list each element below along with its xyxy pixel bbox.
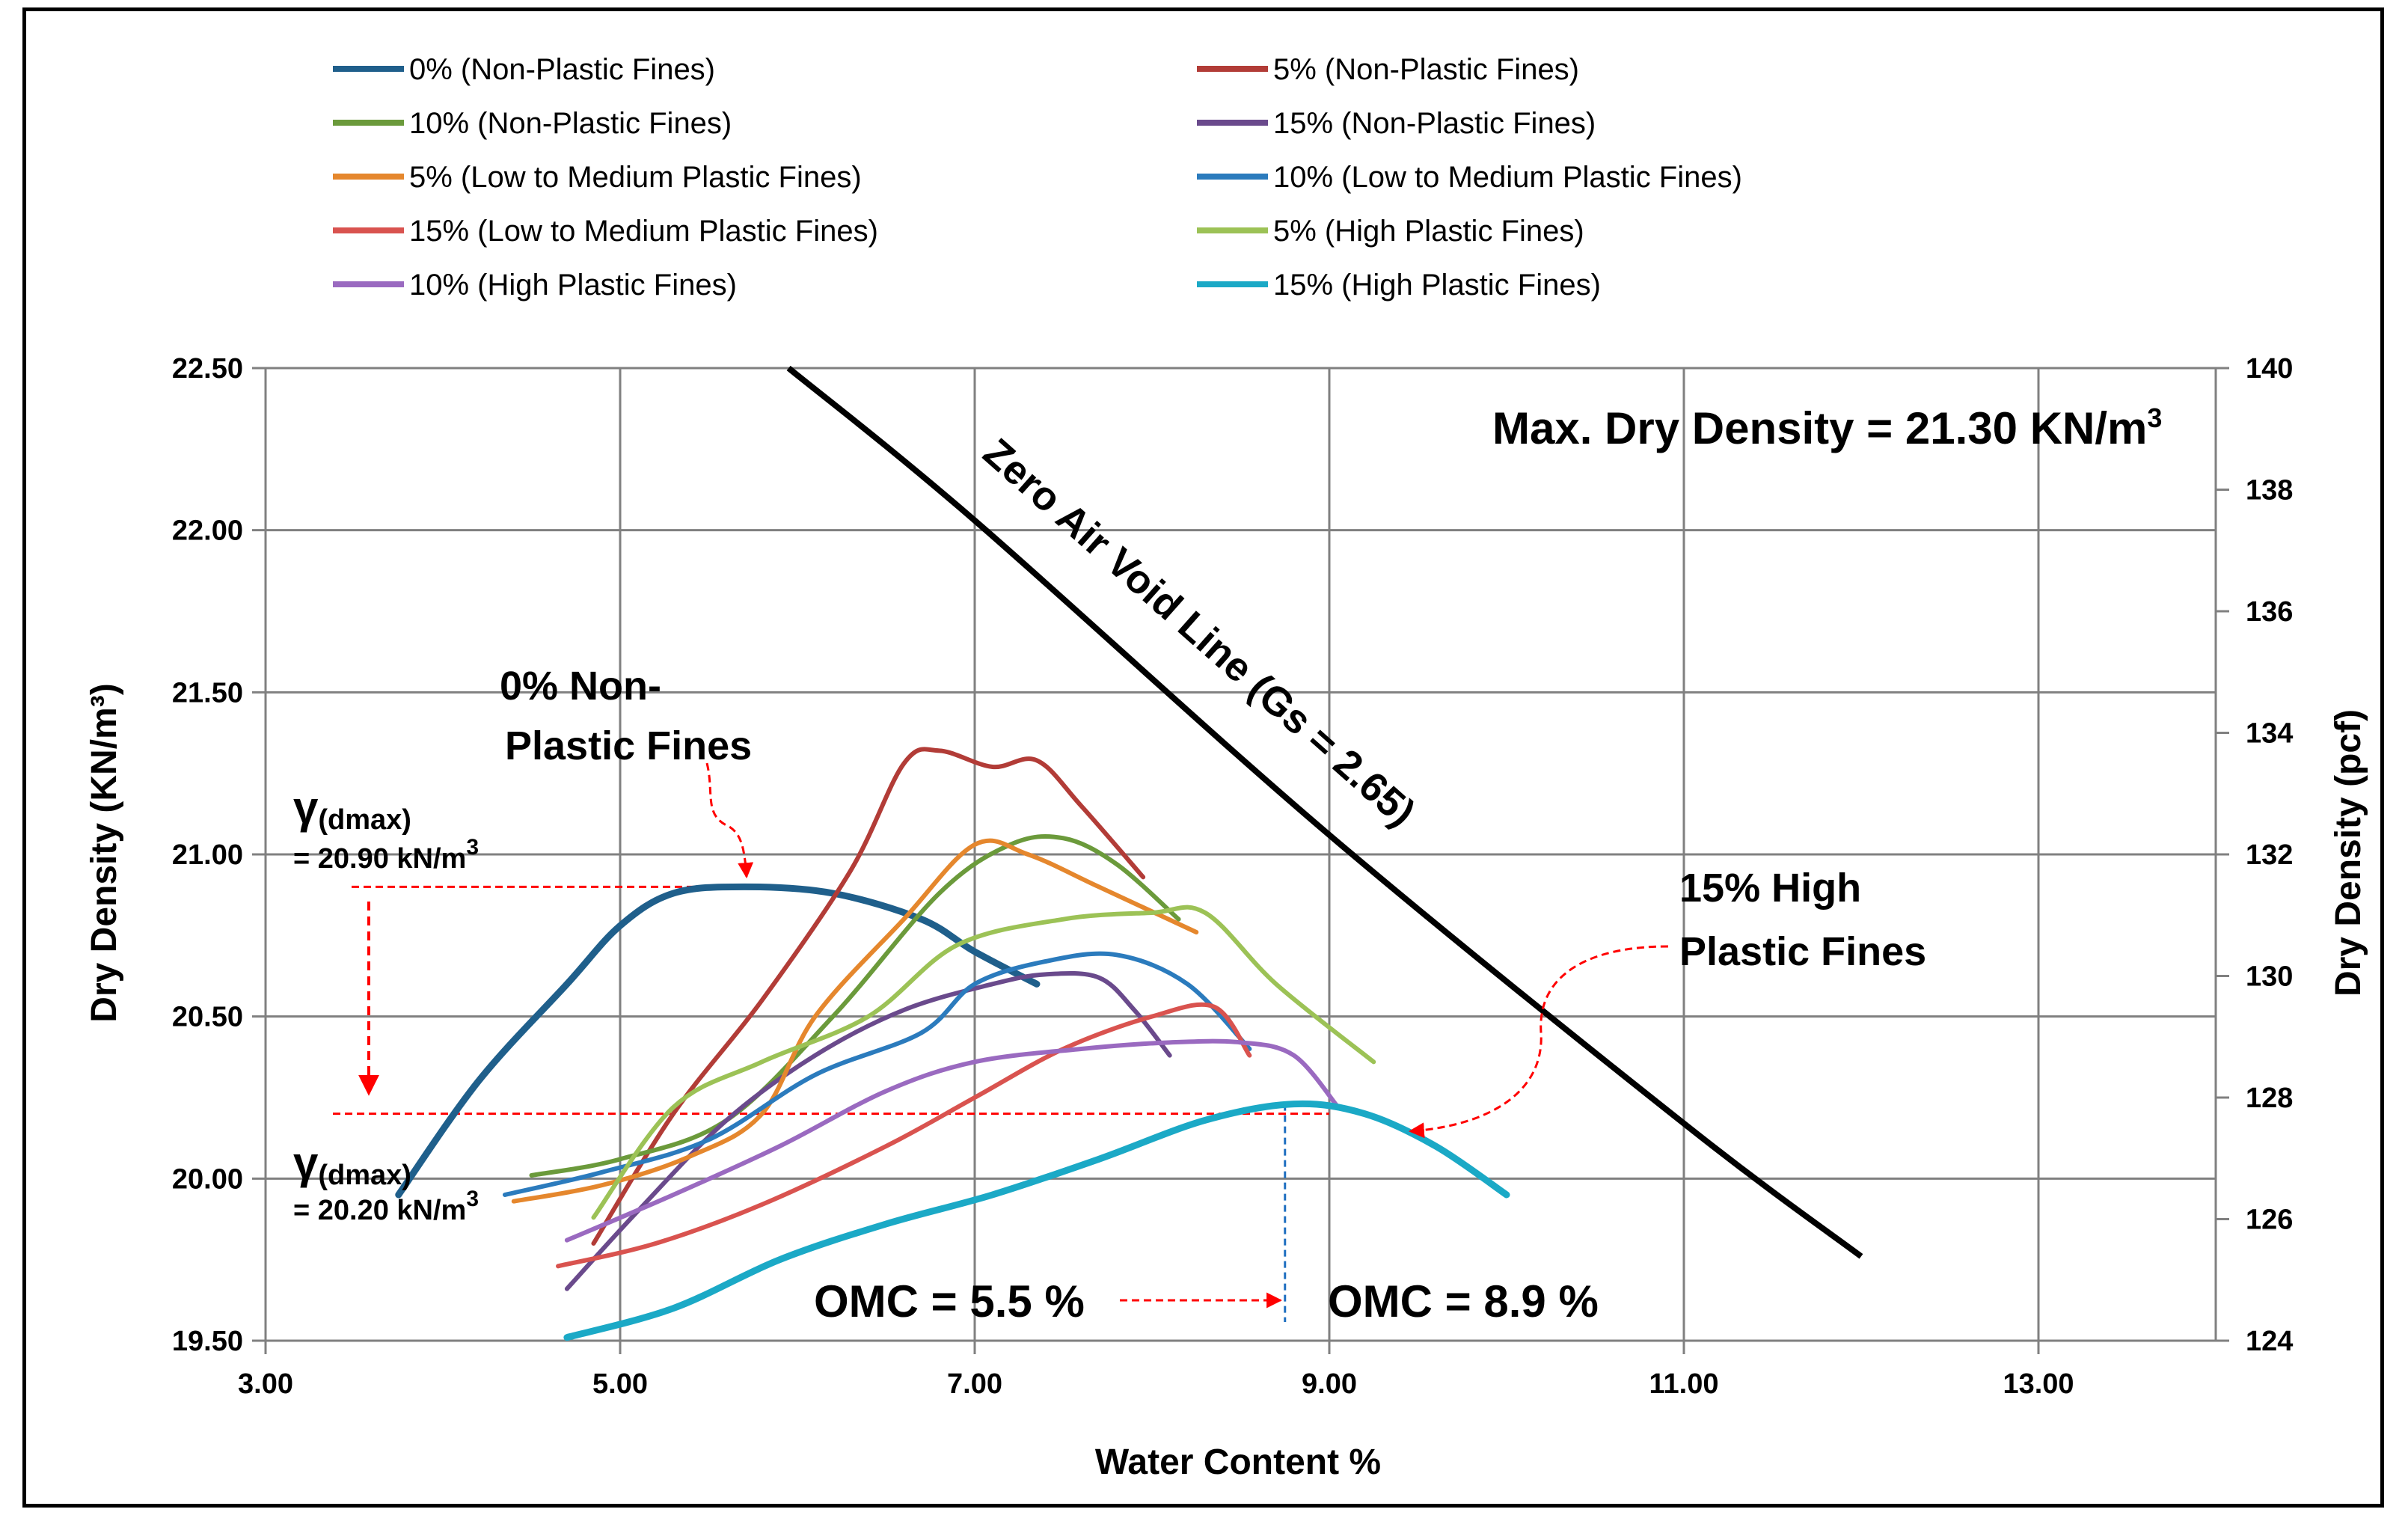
y-axis-right-ticks: 124 126 128 130 132 134 136 138 140 xyxy=(2216,353,2293,1357)
y-right-tick-label: 136 xyxy=(2246,596,2293,628)
series-line xyxy=(556,1002,1252,1269)
legend-entry-label: 10% (Non-Plastic Fines) xyxy=(409,107,732,140)
series-line xyxy=(502,951,1252,1197)
legend-entry-label: 10% (Low to Medium Plastic Fines) xyxy=(1273,161,1742,194)
gamma-top-value-text: = 20.90 kN/m xyxy=(293,843,466,875)
gamma-top-subscript: (dmax) xyxy=(318,804,411,836)
x-tick-label: 11.00 xyxy=(1649,1368,1719,1400)
gamma-top-label: γ(dmax) xyxy=(293,783,411,836)
zero-air-void-label: Zero Air Void Line (Gs = 2.65) xyxy=(975,430,1424,836)
omc-left-label: OMC = 5.5 % xyxy=(814,1276,1085,1326)
x-axis-title: Water Content % xyxy=(1095,1442,1381,1482)
gamma-bottom-label: γ(dmax) xyxy=(293,1138,411,1191)
legend-entry-label: 15% (Non-Plastic Fines) xyxy=(1273,107,1596,140)
x-axis-ticks: 3.00 5.00 7.00 9.00 11.00 13.00 xyxy=(238,1341,2074,1400)
gamma-bottom-symbol: γ xyxy=(293,1138,319,1188)
series-line xyxy=(563,1100,1510,1341)
x-tick-label: 3.00 xyxy=(238,1368,293,1400)
legend-entry-label: 0% (Non-Plastic Fines) xyxy=(409,53,715,86)
omc-right-label: OMC = 8.9 % xyxy=(1328,1276,1599,1326)
legend-entry-label: 10% (High Plastic Fines) xyxy=(409,269,737,302)
y-right-tick-label: 140 xyxy=(2246,353,2293,385)
gamma-bottom-value-sup: 3 xyxy=(466,1187,479,1211)
legend-entry-label: 15% (Low to Medium Plastic Fines) xyxy=(409,215,878,248)
legend-entry-label: 5% (Non-Plastic Fines) xyxy=(1273,53,1579,86)
series-lines xyxy=(395,747,1510,1341)
x-tick-label: 13.00 xyxy=(2003,1368,2074,1400)
y-tick-label: 22.50 xyxy=(172,353,243,385)
gamma-bottom-subscript: (dmax) xyxy=(318,1160,411,1191)
gamma-top-value: = 20.90 kN/m3 xyxy=(293,835,479,875)
max-density-annotation: Max. Dry Density = 21.30 KN/m3 xyxy=(1492,403,2162,453)
y-right-tick-label: 134 xyxy=(2246,718,2293,750)
legend-entry-label: 5% (High Plastic Fines) xyxy=(1273,215,1584,248)
y-axis-right-title: Dry Density (pcf) xyxy=(2329,709,2368,997)
gamma-bottom-value: = 20.20 kN/m3 xyxy=(293,1187,479,1226)
zero-air-void-curve xyxy=(786,365,1863,1259)
y-tick-label: 22.00 xyxy=(172,515,243,547)
x-tick-label: 7.00 xyxy=(947,1368,1002,1400)
legend-entry-label: 5% (Low to Medium Plastic Fines) xyxy=(409,161,862,194)
legend-entry-label: 15% (High Plastic Fines) xyxy=(1273,269,1601,302)
y-right-tick-label: 128 xyxy=(2246,1083,2293,1114)
label-0np-line2: Plastic Fines xyxy=(505,723,752,768)
y-right-tick-label: 126 xyxy=(2246,1205,2293,1236)
reference-lines xyxy=(333,885,1329,1322)
series-line xyxy=(529,833,1181,1178)
y-tick-label: 19.50 xyxy=(172,1326,243,1357)
callout-0np xyxy=(705,762,754,879)
gamma-top-value-sup: 3 xyxy=(466,835,479,860)
y-right-tick-label: 132 xyxy=(2246,839,2293,871)
max-density-text: Max. Dry Density = 21.30 KN/m xyxy=(1492,403,2147,453)
series-line xyxy=(395,883,1041,1199)
x-tick-label: 5.00 xyxy=(592,1368,648,1400)
callout-arrows xyxy=(358,762,1669,1309)
y-tick-label: 20.00 xyxy=(172,1163,243,1195)
y-right-tick-label: 130 xyxy=(2246,961,2293,993)
gamma-bottom-value-text: = 20.20 kN/m xyxy=(293,1195,466,1226)
y-tick-label: 21.50 xyxy=(172,677,243,709)
series-line xyxy=(564,1038,1341,1243)
series-line xyxy=(591,747,1146,1246)
series-line xyxy=(564,970,1172,1291)
y-axis-left-title-text: Dry Density (KN/m³) xyxy=(85,683,124,1022)
chart-frame xyxy=(22,7,2384,1508)
y-tick-label: 21.00 xyxy=(172,839,243,871)
y-axis-left-ticks: 19.50 20.00 20.50 21.00 21.50 22.00 22.50 xyxy=(172,353,266,1357)
max-density-superscript: 3 xyxy=(2147,403,2162,433)
x-tick-label: 9.00 xyxy=(1302,1368,1357,1400)
zero-air-void-line xyxy=(786,365,1863,1259)
legend: 0% (Non-Plastic Fines) 5% (Non-Plastic Fi… xyxy=(333,53,1742,302)
y-axis-left-title: Dry Density (KN/m³) xyxy=(85,683,124,1022)
y-right-tick-label: 124 xyxy=(2246,1326,2293,1357)
series-line xyxy=(591,905,1376,1220)
callout-15hp xyxy=(1408,945,1669,1139)
label-15hp-line1: 15% High xyxy=(1679,866,1861,911)
label-0np-line1: 0% Non- xyxy=(500,664,661,709)
y-right-tick-label: 138 xyxy=(2246,475,2293,507)
gamma-top-symbol: γ xyxy=(293,783,319,833)
series-line xyxy=(511,838,1199,1204)
y-tick-label: 20.50 xyxy=(172,1002,243,1033)
label-15hp-line2: Plastic Fines xyxy=(1679,929,1926,974)
